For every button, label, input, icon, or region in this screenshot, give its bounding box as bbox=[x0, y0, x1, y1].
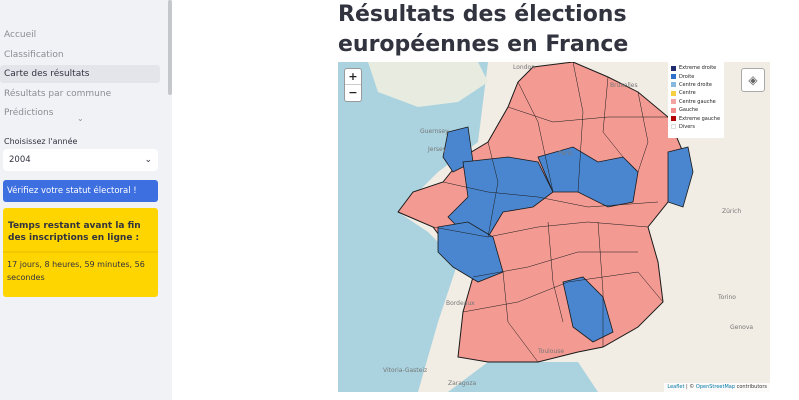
place-label: Zaragoza bbox=[448, 380, 477, 387]
legend-swatch bbox=[671, 107, 676, 113]
droite-region-centre-ouest[interactable] bbox=[447, 156, 554, 238]
nav-item-carte-resultats[interactable]: Carte des résultats bbox=[0, 65, 160, 83]
legend-swatch bbox=[671, 99, 676, 105]
legend-label: Droite bbox=[679, 73, 695, 80]
nav-item-accueil[interactable]: Accueil bbox=[4, 30, 37, 40]
place-label: Paris bbox=[558, 150, 573, 157]
year-select[interactable]: 2004 ⌄ bbox=[3, 149, 158, 171]
verify-status-button[interactable]: Vérifiez votre statut électoral ! bbox=[3, 180, 158, 202]
place-label: Zürich bbox=[722, 208, 742, 215]
sidebar-scrollbar[interactable] bbox=[168, 0, 172, 95]
legend-item: Centre droite bbox=[671, 81, 721, 89]
legend-swatch bbox=[671, 82, 676, 88]
droite-region-alsace[interactable] bbox=[667, 146, 694, 208]
chevron-down-icon: ⌄ bbox=[144, 155, 152, 165]
nav-item-predictions[interactable]: Prédictions bbox=[4, 108, 54, 118]
legend-item: Extreme droite bbox=[671, 64, 721, 72]
zoom-in-button[interactable]: + bbox=[345, 69, 361, 85]
droite-region-centre[interactable] bbox=[537, 146, 639, 208]
page-title: Résultats des élections européennes en F… bbox=[338, 2, 629, 57]
legend-item: Droite bbox=[671, 72, 721, 80]
leaflet-link[interactable]: Leaflet bbox=[667, 384, 685, 390]
place-label: Genova bbox=[730, 324, 754, 331]
countdown-divider bbox=[3, 251, 158, 253]
map-attribution: Leaflet | © OpenStreetMap contributors bbox=[664, 383, 770, 392]
legend-swatch bbox=[671, 90, 676, 96]
place-label: Toulouse bbox=[538, 348, 565, 355]
countdown-box: Temps restant avant la fin des inscripti… bbox=[3, 208, 158, 297]
chevron-down-icon[interactable]: ⌄ bbox=[77, 114, 84, 123]
legend-swatch bbox=[671, 74, 676, 80]
bay bbox=[348, 212, 398, 237]
nav-item-resultats-commune[interactable]: Résultats par commune bbox=[4, 89, 112, 99]
legend-label: Gauche bbox=[679, 107, 699, 114]
legend-label: Centre droite bbox=[679, 81, 712, 88]
osm-link[interactable]: OpenStreetMap bbox=[695, 384, 735, 390]
legend-swatch bbox=[671, 65, 676, 71]
year-label: Choisissez l'année bbox=[4, 137, 78, 146]
map-canvas[interactable] bbox=[338, 62, 770, 392]
legend-label: Centre bbox=[679, 90, 696, 97]
year-select-value: 2004 bbox=[9, 155, 31, 165]
legend-item: Divers bbox=[671, 123, 721, 131]
legend-label: Extreme droite bbox=[679, 65, 717, 72]
nav-item-classification[interactable]: Classification bbox=[4, 50, 64, 60]
countdown-title: Temps restant avant la fin des inscripti… bbox=[8, 221, 141, 243]
layers-icon[interactable]: ◈ bbox=[741, 68, 765, 92]
zoom-control: + − bbox=[344, 68, 362, 102]
zoom-out-button[interactable]: − bbox=[348, 86, 358, 99]
droite-region-manche[interactable] bbox=[442, 126, 474, 173]
legend-swatch bbox=[671, 116, 676, 122]
attribution-tail: contributors bbox=[735, 384, 767, 390]
legend-label: Extreme gauche bbox=[679, 115, 721, 122]
department-borders bbox=[432, 62, 668, 363]
legend-swatch bbox=[671, 124, 676, 130]
legend-label: Centre gauche bbox=[679, 98, 716, 105]
place-label: Bruxelles bbox=[610, 82, 638, 89]
place-label: Jersey bbox=[428, 146, 447, 153]
droite-region-aveyron[interactable] bbox=[562, 276, 614, 343]
england-land bbox=[368, 62, 488, 107]
map-legend: Extreme droite Droite Centre droite Cent… bbox=[668, 62, 724, 138]
legend-item: Extreme gauche bbox=[671, 114, 721, 122]
results-map[interactable]: Guernsey Jersey London Bruxelles Paris B… bbox=[338, 62, 770, 392]
legend-label: Divers bbox=[679, 123, 695, 130]
countdown-value: 17 jours, 8 heures, 59 minutes, 56 secon… bbox=[7, 260, 145, 282]
legend-item: Centre gauche bbox=[671, 98, 721, 106]
attribution-sep: | © bbox=[684, 384, 696, 390]
legend-item: Gauche bbox=[671, 106, 721, 114]
place-label: Bordeaux bbox=[446, 300, 475, 307]
sidebar: Accueil Classification Carte des résulta… bbox=[0, 0, 172, 400]
place-label: London bbox=[513, 64, 535, 71]
place-label: Torino bbox=[718, 294, 736, 301]
place-label: Vitoria-Gasteiz bbox=[383, 367, 428, 374]
legend-item: Centre bbox=[671, 89, 721, 97]
place-label: Guernsey bbox=[420, 128, 449, 135]
